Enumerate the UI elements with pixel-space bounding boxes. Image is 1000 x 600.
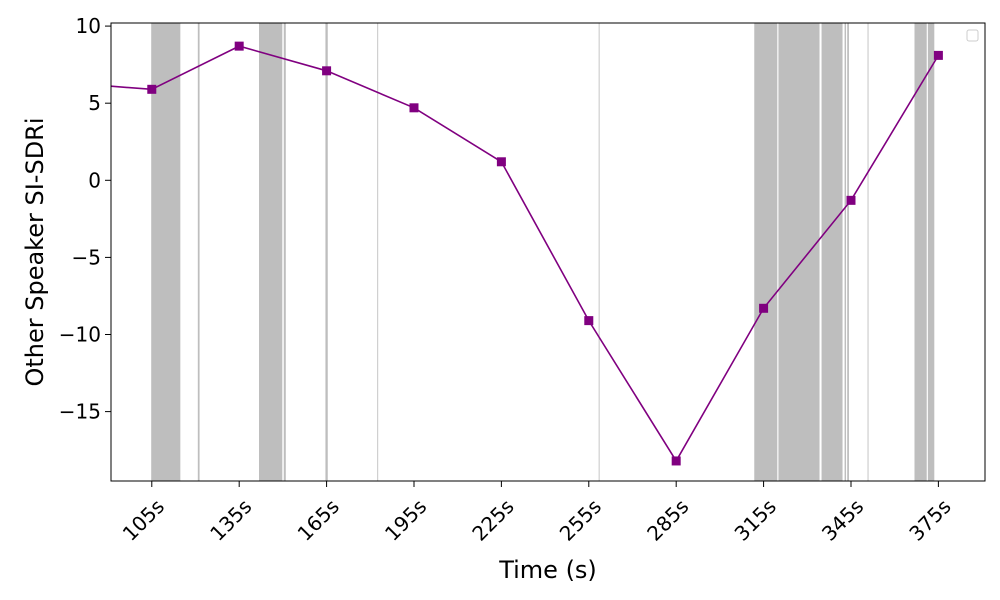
y-axis-title: Other Speaker SI-SDRi xyxy=(21,117,49,386)
shaded-region-11 xyxy=(847,23,849,481)
shaded-region-6 xyxy=(598,23,600,481)
data-point-3 xyxy=(322,66,332,76)
shaded-region-4 xyxy=(325,23,328,481)
shaded-region-9 xyxy=(821,23,843,481)
shaded-region-8 xyxy=(778,23,820,481)
legend-box xyxy=(966,29,979,42)
x-tick-label: 225s xyxy=(467,494,518,545)
y-tick-label: 0 xyxy=(88,168,101,192)
x-tick-label: 195s xyxy=(380,494,431,545)
shaded-region-2 xyxy=(258,23,283,481)
y-tick-label: −15 xyxy=(59,400,101,424)
data-point-4 xyxy=(409,103,419,113)
shaded-region-7 xyxy=(754,23,778,481)
x-tick-label: 345s xyxy=(817,494,868,545)
shaded-region-14 xyxy=(927,23,935,481)
shaded-region-10 xyxy=(844,23,847,481)
x-tick-label: 255s xyxy=(555,494,606,545)
x-tick-label: 135s xyxy=(205,494,256,545)
data-point-2 xyxy=(234,41,244,51)
data-point-8 xyxy=(759,303,769,313)
shaded-regions xyxy=(151,23,935,481)
data-point-6 xyxy=(584,316,594,326)
y-axis-ticks: −15 −10 −5 0 5 10 xyxy=(59,14,111,424)
data-point-7 xyxy=(671,456,681,466)
shaded-region-12 xyxy=(867,23,869,481)
data-point-5 xyxy=(496,157,506,167)
shaded-region-5 xyxy=(377,23,379,481)
y-tick-label: 5 xyxy=(88,91,101,115)
plot-frame xyxy=(110,22,986,482)
y-tick-label: 10 xyxy=(76,14,101,38)
x-axis-ticks: 105s 135s 165s 195s 225s 255s 285s 315s 345s 375s xyxy=(118,481,956,546)
x-tick-label: 285s xyxy=(642,494,693,545)
x-tick-label: 105s xyxy=(118,494,169,545)
x-tick-label: 375s xyxy=(904,494,955,545)
data-point-9 xyxy=(846,195,856,205)
shaded-region-13 xyxy=(914,23,927,481)
x-tick-label: 315s xyxy=(730,494,781,545)
data-point-1 xyxy=(147,84,157,94)
series-markers xyxy=(147,41,943,466)
x-tick-label: 165s xyxy=(293,494,344,545)
y-tick-label: −10 xyxy=(59,323,101,347)
shaded-region-3 xyxy=(283,23,286,481)
y-tick-label: −5 xyxy=(72,245,101,269)
shaded-region-0 xyxy=(151,23,181,481)
data-point-10 xyxy=(933,50,943,60)
x-axis-title: Time (s) xyxy=(498,556,597,584)
shaded-region-1 xyxy=(197,23,200,481)
